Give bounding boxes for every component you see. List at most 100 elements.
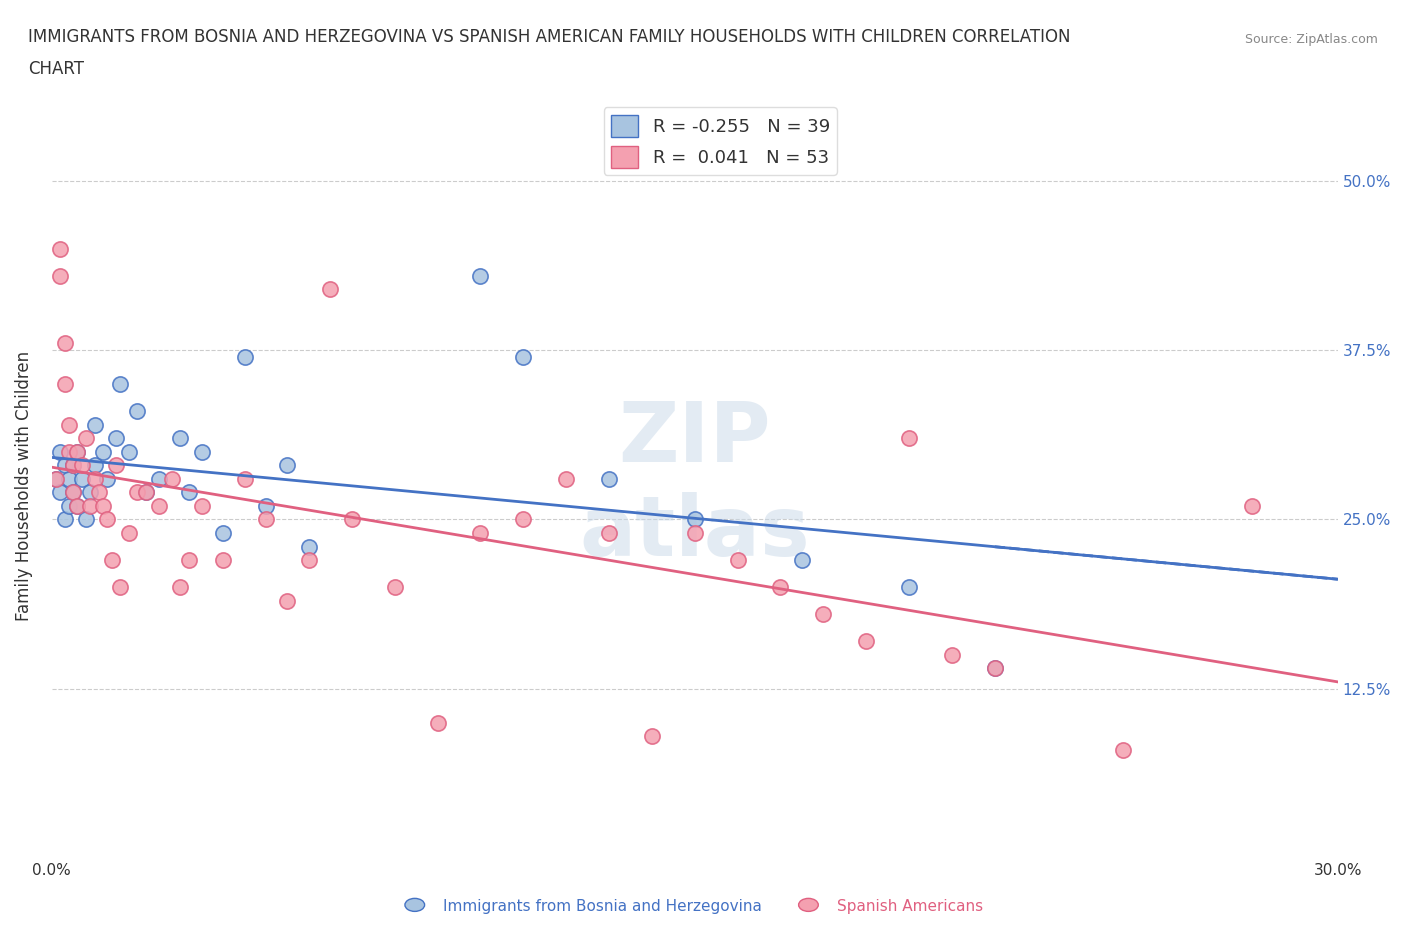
Point <box>49 445 72 459</box>
Point <box>45 472 67 486</box>
Point <box>58 498 80 513</box>
Text: CHART: CHART <box>28 60 84 78</box>
Point <box>96 472 118 486</box>
Point <box>79 485 101 499</box>
Point <box>127 485 149 499</box>
Point <box>555 472 578 486</box>
Point <box>191 498 214 513</box>
Text: ZIP
atlas: ZIP atlas <box>579 398 810 573</box>
Point <box>105 431 128 445</box>
Point <box>83 472 105 486</box>
Point <box>177 485 200 499</box>
Y-axis label: Family Households with Children: Family Households with Children <box>15 351 32 620</box>
Point <box>983 661 1005 676</box>
Point <box>319 282 342 297</box>
Point <box>49 269 72 284</box>
Point <box>62 458 84 472</box>
Point <box>70 458 93 472</box>
Point <box>813 606 835 621</box>
Text: Source: ZipAtlas.com: Source: ZipAtlas.com <box>1244 33 1378 46</box>
Point <box>53 377 76 392</box>
Circle shape <box>405 898 425 911</box>
Point <box>177 552 200 567</box>
Point <box>855 634 877 649</box>
Point <box>233 350 256 365</box>
Point <box>62 485 84 499</box>
Point <box>191 445 214 459</box>
Point <box>426 715 449 730</box>
Point <box>298 539 321 554</box>
Point <box>49 485 72 499</box>
Point <box>276 458 298 472</box>
Point <box>1112 742 1135 757</box>
Point <box>790 552 813 567</box>
Circle shape <box>799 898 818 911</box>
Point <box>53 458 76 472</box>
Point <box>110 377 132 392</box>
Point <box>118 525 141 540</box>
Point <box>769 579 792 594</box>
Point <box>727 552 749 567</box>
Point <box>470 525 492 540</box>
Point <box>118 445 141 459</box>
Point <box>91 445 114 459</box>
Text: Immigrants from Bosnia and Herzegovina: Immigrants from Bosnia and Herzegovina <box>443 899 762 914</box>
Point <box>233 472 256 486</box>
Point <box>254 512 277 527</box>
Point <box>66 498 89 513</box>
Point <box>70 472 93 486</box>
Point <box>87 485 110 499</box>
Point <box>212 525 235 540</box>
Point <box>96 512 118 527</box>
Point <box>276 593 298 608</box>
Point <box>105 458 128 472</box>
Point <box>66 445 89 459</box>
Point <box>110 579 132 594</box>
Point <box>91 498 114 513</box>
Point <box>683 512 706 527</box>
Point <box>598 472 620 486</box>
Point <box>1240 498 1263 513</box>
Point <box>254 498 277 513</box>
Point <box>470 269 492 284</box>
Point <box>83 418 105 432</box>
Text: Spanish Americans: Spanish Americans <box>837 899 983 914</box>
Point <box>384 579 406 594</box>
Point <box>983 661 1005 676</box>
Point <box>49 241 72 256</box>
Point <box>100 552 122 567</box>
Point <box>160 472 183 486</box>
Point <box>135 485 157 499</box>
Point <box>66 498 89 513</box>
Point <box>340 512 363 527</box>
Point <box>148 472 170 486</box>
Point <box>127 404 149 418</box>
Point <box>58 472 80 486</box>
Point <box>75 512 97 527</box>
Point <box>62 458 84 472</box>
Text: IMMIGRANTS FROM BOSNIA AND HERZEGOVINA VS SPANISH AMERICAN FAMILY HOUSEHOLDS WIT: IMMIGRANTS FROM BOSNIA AND HERZEGOVINA V… <box>28 28 1070 46</box>
Point <box>941 647 963 662</box>
Point <box>641 728 664 743</box>
Point <box>66 445 89 459</box>
Point <box>58 445 80 459</box>
Point <box>169 579 191 594</box>
Point <box>298 552 321 567</box>
Point <box>212 552 235 567</box>
Legend: R = -0.255   N = 39, R =  0.041   N = 53: R = -0.255 N = 39, R = 0.041 N = 53 <box>603 108 837 175</box>
Point <box>45 472 67 486</box>
Point <box>53 512 76 527</box>
Point <box>53 336 76 351</box>
Point <box>62 485 84 499</box>
Point <box>898 431 921 445</box>
Point <box>683 525 706 540</box>
Point <box>135 485 157 499</box>
Point <box>598 525 620 540</box>
Point <box>75 431 97 445</box>
Point <box>169 431 191 445</box>
Point <box>83 458 105 472</box>
Point <box>148 498 170 513</box>
Point <box>512 512 534 527</box>
Point <box>58 418 80 432</box>
Point <box>79 498 101 513</box>
